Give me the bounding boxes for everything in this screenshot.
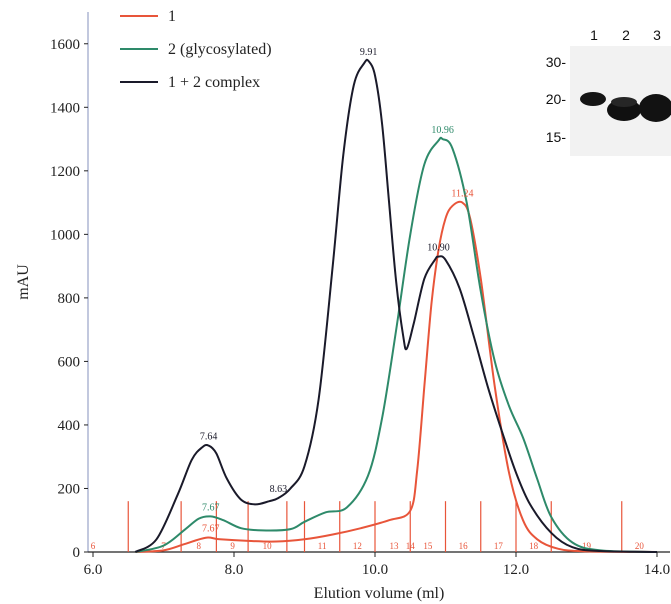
fraction-label: 14: [406, 541, 416, 551]
inset-marker-15: 15-: [546, 129, 567, 145]
fraction-label: 20: [635, 541, 645, 551]
peak-labels: 9.91 10.96 11.24 10.90 7.64 8.63 7.67 7.67: [200, 47, 474, 534]
x-tick-label: 14.0: [644, 562, 670, 578]
fraction-label: 13: [390, 541, 400, 551]
fraction-label: 15: [423, 541, 433, 551]
western-blot-inset: 1 2 3 30- 20- 15-: [546, 27, 671, 156]
peak-label: 7.67: [202, 524, 220, 535]
inset-marker-30: 30-: [546, 54, 567, 70]
band-lane-2-upper: [611, 97, 637, 107]
peak-label: 10.90: [427, 243, 450, 254]
fraction-label: 19: [582, 541, 592, 551]
band-lane-3: [639, 94, 671, 122]
inset-lane-label-3: 3: [653, 27, 661, 43]
fraction-label: 17: [494, 541, 504, 551]
band-lane-1: [580, 92, 606, 106]
y-tick-label: 600: [58, 354, 81, 370]
x-tick-label: 12.0: [503, 562, 529, 578]
fraction-label: 18: [529, 541, 539, 551]
peak-label: 9.91: [360, 47, 378, 58]
peak-label: 10.96: [431, 125, 454, 136]
fraction-label: 12: [353, 541, 362, 551]
x-ticks: 6.0 8.0 10.0 12.0 14.0: [84, 552, 670, 578]
peak-label: 11.24: [451, 189, 473, 200]
fraction-label: 10: [263, 541, 273, 551]
peak-label: 7.64: [200, 432, 218, 443]
y-ticks: 0 200 400 600 800 1000 1200 1400 1600: [50, 37, 88, 561]
fraction-label: 16: [459, 541, 469, 551]
y-tick-label: 400: [58, 418, 81, 434]
legend-label-3: 1 + 2 complex: [168, 74, 260, 91]
fraction-label: 9: [230, 541, 235, 551]
fraction-label: 6: [91, 541, 96, 551]
fraction-label: 11: [318, 541, 327, 551]
x-tick-label: 10.0: [362, 562, 388, 578]
series-line-1: [135, 200, 658, 553]
legend-label-1: 1: [168, 8, 176, 25]
peak-label: 7.67: [202, 502, 220, 513]
axes: [87, 12, 670, 553]
inset-lane-label-1: 1: [590, 27, 598, 43]
y-tick-label: 200: [58, 481, 81, 497]
y-tick-label: 800: [58, 291, 81, 307]
legend-label-2: 2 (glycosylated): [168, 41, 272, 58]
y-tick-label: 1200: [50, 164, 80, 180]
series-lines: [134, 58, 658, 553]
fraction-label: 8: [197, 541, 202, 551]
y-tick-label: 1600: [50, 37, 80, 53]
series-line-3: [134, 58, 658, 553]
y-axis-title: mAU: [15, 264, 32, 300]
x-axis-title: Elution volume (ml): [314, 585, 445, 602]
inset-lane-label-2: 2: [622, 27, 630, 43]
inset-marker-20: 20-: [546, 91, 567, 107]
series-line-2: [135, 136, 658, 553]
y-tick-label: 1400: [50, 100, 80, 116]
x-tick-label: 6.0: [84, 562, 103, 578]
x-tick-label: 8.0: [225, 562, 244, 578]
y-tick-label: 1000: [50, 227, 80, 243]
legend: 1 2 (glycosylated) 1 + 2 complex: [120, 8, 272, 91]
peak-label: 8.63: [270, 484, 288, 495]
y-tick-label: 0: [73, 545, 81, 561]
